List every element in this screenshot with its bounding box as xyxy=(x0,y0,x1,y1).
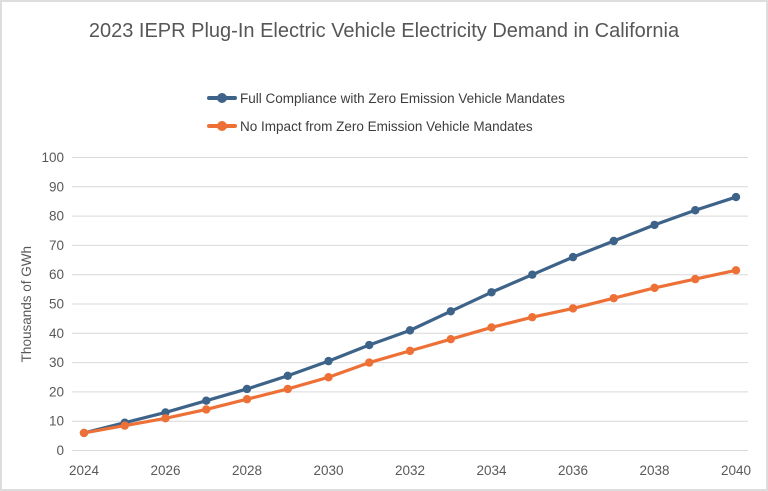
y-tick-label: 60 xyxy=(49,267,64,282)
legend: Full Compliance with Zero Emission Vehic… xyxy=(2,86,766,142)
chart-title: 2023 IEPR Plug-In Electric Vehicle Elect… xyxy=(88,20,680,42)
data-point-marker xyxy=(242,384,252,394)
x-tick-label: 2026 xyxy=(150,463,180,478)
data-point-marker xyxy=(365,340,374,350)
series-line xyxy=(82,195,738,435)
data-point-marker xyxy=(528,270,537,279)
data-point-marker xyxy=(324,356,333,366)
data-point-marker xyxy=(487,323,496,332)
y-tick-label: 80 xyxy=(49,209,64,224)
data-point-marker xyxy=(120,421,129,430)
data-point-marker xyxy=(609,293,618,303)
x-tick-label: 2040 xyxy=(721,463,751,478)
data-point-marker xyxy=(568,252,578,262)
y-tick-label: 40 xyxy=(49,326,64,341)
x-tick-label: 2034 xyxy=(476,463,507,478)
data-point-marker xyxy=(283,371,292,380)
data-point-marker xyxy=(650,220,659,230)
line-marker-icon xyxy=(207,121,238,131)
y-tick-label: 90 xyxy=(49,179,64,194)
data-point-marker xyxy=(691,274,700,284)
data-point-marker xyxy=(487,288,496,297)
data-point-marker xyxy=(365,358,374,367)
x-tick-label: 2028 xyxy=(232,463,262,478)
legend-label: Full Compliance with Zero Emission Vehic… xyxy=(240,90,565,106)
data-point-marker xyxy=(528,312,537,322)
data-point-marker xyxy=(650,283,659,293)
y-tick-label: 20 xyxy=(49,384,64,399)
y-tick-label: 70 xyxy=(49,238,64,253)
data-point-marker xyxy=(405,326,415,335)
data-point-marker xyxy=(731,192,741,202)
data-point-marker xyxy=(161,408,170,417)
line-marker-icon xyxy=(207,93,238,103)
data-point-marker xyxy=(568,304,578,313)
data-point-marker xyxy=(283,384,292,394)
legend-label: No Impact from Zero Emission Vehicle Man… xyxy=(240,118,533,134)
x-tick-label: 2030 xyxy=(313,463,343,478)
data-point-marker xyxy=(161,414,170,423)
data-point-marker xyxy=(202,396,211,405)
data-point-marker xyxy=(242,395,252,404)
data-point-marker xyxy=(446,307,455,316)
data-point-marker xyxy=(79,428,89,438)
data-point-marker xyxy=(731,266,741,275)
data-point-marker xyxy=(324,373,333,382)
legend-item-no-impact: No Impact from Zero Emission Vehicle Man… xyxy=(207,114,565,138)
data-point-marker xyxy=(202,405,211,414)
y-tick-label: 10 xyxy=(49,414,64,429)
data-point-marker xyxy=(446,334,455,344)
x-tick-label: 2032 xyxy=(395,463,425,478)
y-tick-label: 100 xyxy=(41,150,64,165)
x-tick-label: 2038 xyxy=(639,463,669,478)
data-point-marker xyxy=(609,236,618,246)
legend-inner: Full Compliance with Zero Emission Vehic… xyxy=(207,86,565,142)
y-tick-label: 30 xyxy=(49,355,64,370)
x-tick-label: 2036 xyxy=(558,463,588,478)
y-tick-label: 0 xyxy=(56,443,64,458)
x-tick-label: 2024 xyxy=(69,463,100,478)
data-point-marker xyxy=(691,206,700,215)
legend-item-full-compliance: Full Compliance with Zero Emission Vehic… xyxy=(207,86,565,110)
y-tick-label: 50 xyxy=(49,297,64,312)
data-point-marker xyxy=(405,346,415,356)
